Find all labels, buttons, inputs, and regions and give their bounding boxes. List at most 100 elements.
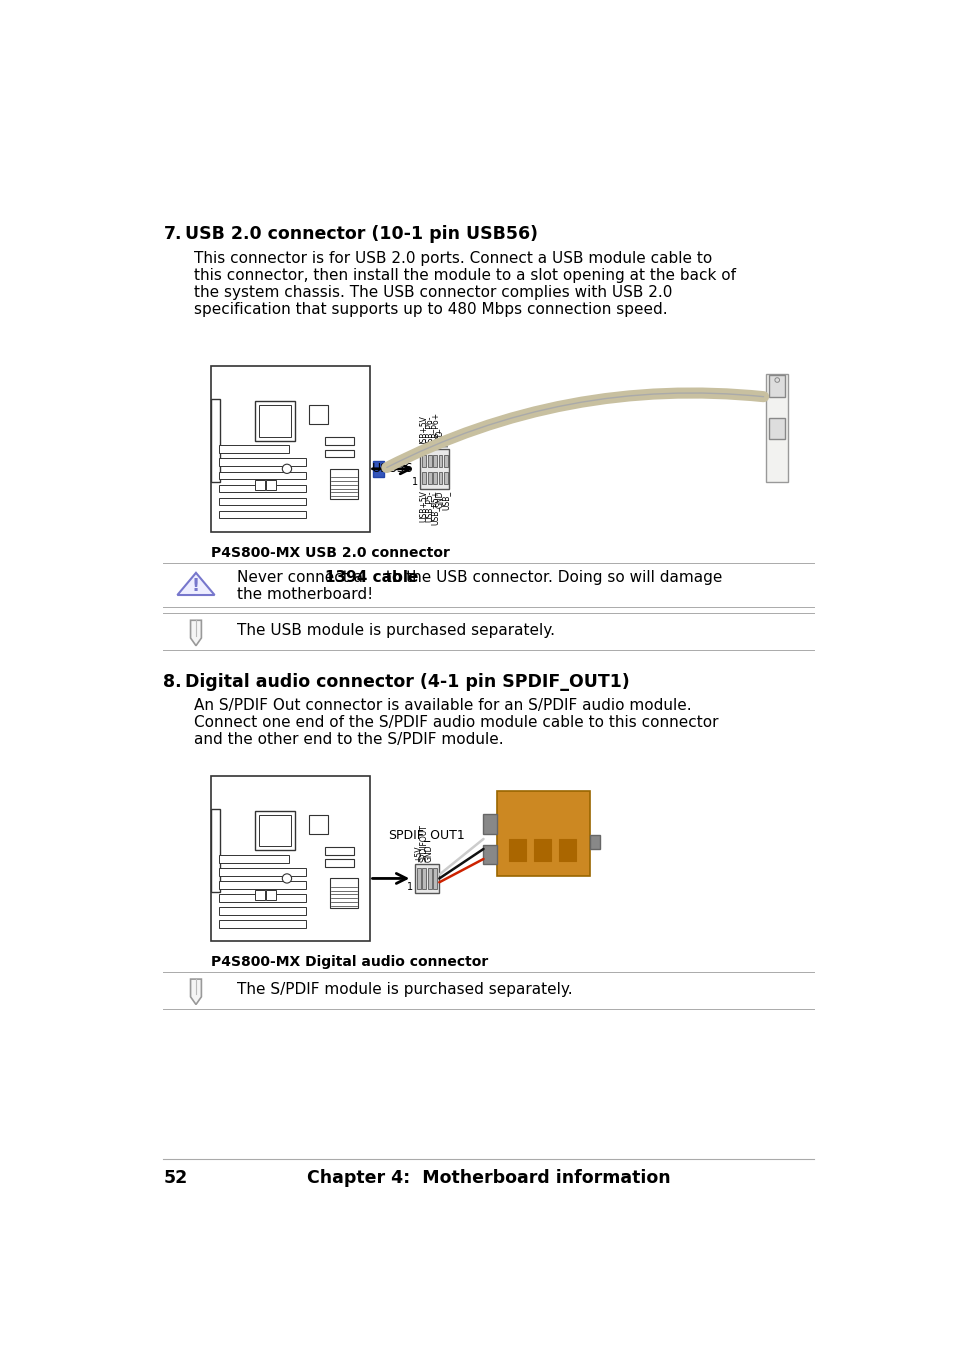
Text: Never connect a: Never connect a: [236, 570, 368, 585]
Bar: [427, 471, 431, 484]
Bar: [769, 417, 784, 439]
Text: 52: 52: [163, 1169, 188, 1188]
Text: This connector is for USB 2.0 ports. Connect a USB module cable to: This connector is for USB 2.0 ports. Con…: [194, 251, 712, 266]
Bar: [497, 792, 590, 875]
Bar: [534, 839, 550, 861]
Bar: [254, 811, 294, 850]
Text: SPDIFOUT: SPDIFOUT: [419, 824, 428, 862]
Text: the system chassis. The USB connector complies with USB 2.0: the system chassis. The USB connector co…: [194, 285, 672, 300]
Bar: [330, 469, 358, 499]
Bar: [558, 839, 575, 861]
Text: Chapter 4:  Motherboard information: Chapter 4: Motherboard information: [307, 1169, 670, 1188]
Bar: [422, 471, 426, 484]
Bar: [218, 869, 306, 875]
Bar: [218, 908, 306, 915]
Bar: [330, 878, 358, 908]
Text: The S/PDIF module is purchased separately.: The S/PDIF module is purchased separatel…: [236, 982, 572, 997]
Bar: [373, 461, 384, 477]
Text: Connect one end of the S/PDIF audio module cable to this connector: Connect one end of the S/PDIF audio modu…: [194, 715, 719, 730]
Bar: [438, 455, 442, 467]
Bar: [427, 455, 431, 467]
Bar: [254, 401, 294, 440]
Text: GND: GND: [424, 844, 434, 862]
Bar: [266, 481, 275, 490]
Bar: [218, 471, 306, 480]
Bar: [433, 471, 436, 484]
Text: 1394 cable: 1394 cable: [324, 570, 417, 585]
Bar: [211, 775, 369, 942]
Bar: [325, 847, 354, 855]
Text: USB56: USB56: [372, 462, 414, 476]
Bar: [218, 511, 306, 519]
Bar: [325, 859, 354, 867]
Text: !: !: [192, 577, 200, 596]
Bar: [483, 846, 497, 865]
Text: USB 2.0 connector (10-1 pin USB56): USB 2.0 connector (10-1 pin USB56): [185, 226, 537, 243]
Text: and the other end to the S/PDIF module.: and the other end to the S/PDIF module.: [194, 732, 503, 747]
Text: An S/PDIF Out connector is available for an S/PDIF audio module.: An S/PDIF Out connector is available for…: [194, 698, 691, 713]
Bar: [433, 455, 436, 467]
Text: +5V: +5V: [414, 846, 422, 862]
Bar: [419, 449, 449, 489]
Bar: [509, 839, 525, 861]
Text: USB+5V: USB+5V: [419, 490, 428, 523]
Text: The USB module is purchased separately.: The USB module is purchased separately.: [236, 623, 555, 639]
Bar: [438, 471, 442, 484]
Text: the motherboard!: the motherboard!: [236, 588, 373, 603]
Bar: [325, 450, 354, 457]
Text: 7.: 7.: [163, 226, 182, 243]
Text: to the USB connector. Doing so will damage: to the USB connector. Doing so will dama…: [381, 570, 721, 585]
Bar: [211, 366, 369, 532]
Bar: [218, 881, 306, 889]
Bar: [415, 863, 439, 893]
Ellipse shape: [282, 465, 292, 473]
Bar: [218, 497, 306, 505]
Text: USB+5V: USB+5V: [419, 415, 428, 447]
Polygon shape: [191, 979, 201, 1005]
Text: USB_P5+: USB_P5+: [430, 490, 438, 526]
Bar: [422, 455, 426, 467]
Bar: [218, 894, 306, 902]
Text: GND: GND: [436, 490, 444, 508]
Text: 8.: 8.: [163, 673, 182, 692]
Bar: [416, 867, 420, 889]
Text: 1: 1: [412, 477, 418, 488]
Bar: [218, 446, 288, 453]
Text: USB_P6-: USB_P6-: [424, 416, 434, 447]
Bar: [427, 867, 431, 889]
Bar: [259, 815, 291, 846]
Polygon shape: [191, 620, 201, 646]
Bar: [211, 809, 220, 892]
Text: 1: 1: [406, 882, 413, 892]
Text: P4S800-MX USB 2.0 connector: P4S800-MX USB 2.0 connector: [211, 546, 449, 559]
Bar: [769, 376, 784, 397]
Bar: [254, 481, 264, 490]
Bar: [218, 458, 306, 466]
Bar: [325, 438, 354, 444]
Bar: [266, 890, 275, 900]
Text: Digital audio connector (4-1 pin SPDIF_OUT1): Digital audio connector (4-1 pin SPDIF_O…: [185, 673, 629, 692]
Bar: [218, 855, 288, 863]
Bar: [218, 920, 306, 928]
Polygon shape: [177, 573, 214, 594]
Text: USB_P6+: USB_P6+: [430, 412, 438, 447]
Ellipse shape: [774, 378, 779, 382]
Bar: [443, 471, 447, 484]
Ellipse shape: [282, 874, 292, 884]
Text: GND: GND: [436, 430, 444, 447]
Bar: [765, 374, 787, 482]
Text: SPDIF_OUT1: SPDIF_OUT1: [388, 828, 465, 840]
Bar: [433, 867, 436, 889]
Bar: [309, 815, 328, 834]
Text: this connector, then install the module to a slot opening at the back of: this connector, then install the module …: [194, 269, 736, 284]
Text: USB_: USB_: [440, 490, 450, 509]
Bar: [590, 835, 599, 848]
Bar: [422, 867, 426, 889]
Bar: [254, 890, 264, 900]
Text: NC: NC: [440, 436, 450, 447]
Bar: [483, 815, 497, 834]
Bar: [309, 405, 328, 424]
Text: USB_P5-: USB_P5-: [424, 490, 434, 521]
Text: specification that supports up to 480 Mbps connection speed.: specification that supports up to 480 Mb…: [194, 303, 667, 317]
Bar: [218, 485, 306, 492]
